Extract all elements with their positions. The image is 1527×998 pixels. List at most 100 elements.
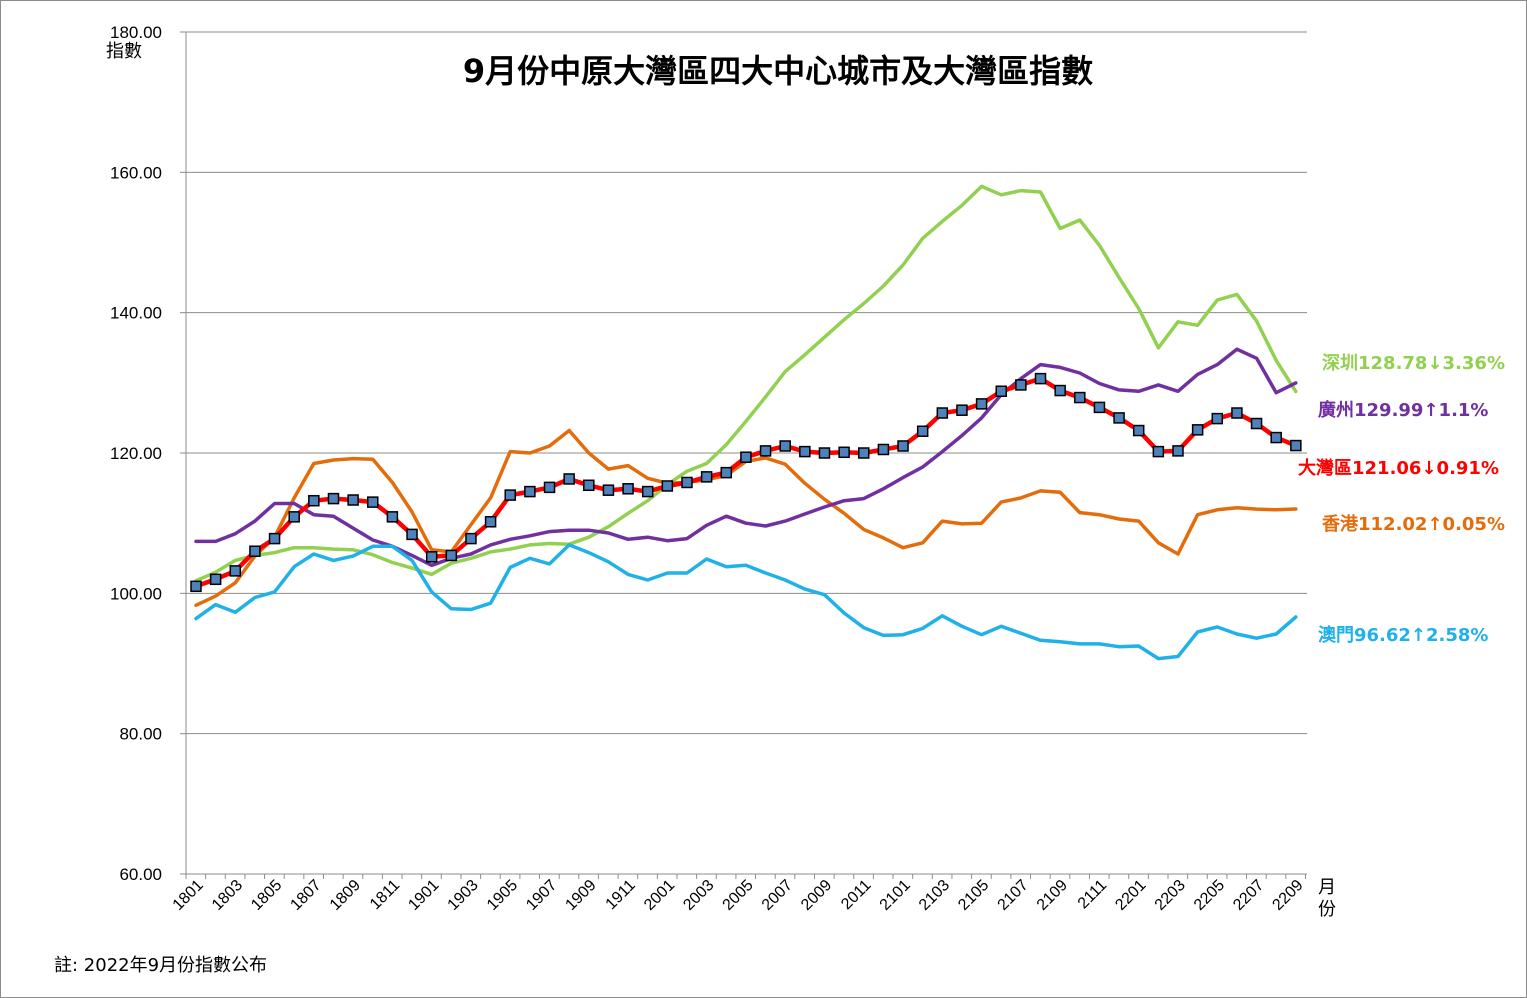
data-point-marker xyxy=(583,479,595,492)
x-tick-label: 2205 xyxy=(1191,877,1228,914)
data-point-marker xyxy=(759,445,772,457)
data-point-marker xyxy=(445,549,458,562)
data-point-marker xyxy=(897,440,909,452)
data-point-marker xyxy=(524,485,536,498)
x-tick-label: 2209 xyxy=(1269,877,1306,914)
x-tick-label: 2009 xyxy=(798,877,835,914)
footnote: 註: 2022年9月份指數公布 xyxy=(54,955,267,976)
data-point-marker xyxy=(1132,424,1145,437)
data-point-marker xyxy=(1250,417,1263,430)
series-line-深圳 xyxy=(194,184,1298,583)
data-point-marker xyxy=(190,580,202,593)
y-tick-label: 120.00 xyxy=(110,444,162,463)
axes xyxy=(180,31,1307,879)
x-tick-label: 1901 xyxy=(405,877,442,914)
data-point-marker xyxy=(1211,412,1224,425)
data-point-marker xyxy=(799,445,811,458)
y-tick-label: 180.00 xyxy=(110,23,162,42)
x-tick-label: 2109 xyxy=(1034,877,1071,914)
x-tick-label: 2001 xyxy=(641,877,678,914)
data-point-marker xyxy=(1270,431,1282,444)
data-point-marker xyxy=(602,484,615,496)
gridlines xyxy=(186,31,1307,735)
data-point-marker xyxy=(995,385,1007,398)
y-tick-label: 80.00 xyxy=(119,725,162,744)
y-tick-labels: 60.00 80.00 100.00 120.00 140.00 160.00 180.00 xyxy=(110,23,162,884)
data-point-marker xyxy=(838,446,850,459)
data-point-marker xyxy=(1290,439,1302,452)
x-tick-label: 1805 xyxy=(248,877,285,914)
x-tick-label: 2107 xyxy=(995,877,1032,914)
x-tick-label: 2207 xyxy=(1230,877,1267,914)
x-tick-label: 2111 xyxy=(1075,877,1111,913)
series-lines xyxy=(193,184,1299,661)
x-tick-label: 2101 xyxy=(877,877,914,914)
data-point-marker xyxy=(209,573,222,586)
data-point-marker xyxy=(858,447,870,459)
chart-title: 9月份中原大灣區四大中心城市及大灣區指數 xyxy=(463,52,1093,90)
x-tick-label: 2005 xyxy=(720,877,757,914)
x-tick-label: 2203 xyxy=(1152,877,1189,914)
x-tick-label: 2103 xyxy=(916,877,953,914)
data-point-marker xyxy=(641,485,654,498)
y-tick-label: 60.00 xyxy=(119,865,162,884)
y-tick-label: 160.00 xyxy=(110,163,162,182)
data-point-marker xyxy=(779,440,791,452)
data-point-marker xyxy=(956,404,968,416)
data-point-marker xyxy=(975,398,988,410)
x-tick-labels: 1801 1803 1805 1807 1809 1811 1901 1903 1905 1907… xyxy=(170,877,1307,914)
x-tick-label: 1907 xyxy=(523,877,560,914)
x-tick-label: 1801 xyxy=(170,877,207,914)
x-tick-label: 1911 xyxy=(603,877,639,913)
x-tick-label: 2003 xyxy=(680,877,717,914)
data-point-marker xyxy=(936,407,949,419)
data-point-marker xyxy=(818,447,831,459)
data-point-marker xyxy=(1113,412,1125,424)
data-point-marker xyxy=(1054,384,1066,397)
data-point-marker xyxy=(229,565,242,577)
data-point-marker xyxy=(740,451,752,463)
data-point-marker xyxy=(465,532,477,545)
data-point-marker xyxy=(700,471,713,483)
data-point-marker xyxy=(681,476,693,489)
data-point-marker xyxy=(367,496,379,508)
data-point-marker xyxy=(504,489,516,501)
series-markers xyxy=(190,372,1302,593)
x-tick-label: 2201 xyxy=(1112,877,1149,914)
data-point-marker xyxy=(916,425,929,437)
data-point-marker xyxy=(1074,391,1086,404)
data-point-marker xyxy=(1152,445,1165,458)
data-point-marker xyxy=(484,516,497,528)
data-point-marker xyxy=(543,481,556,494)
data-point-marker xyxy=(406,528,418,541)
y-axis-label: 指數 xyxy=(106,41,142,62)
data-point-marker xyxy=(1172,445,1184,457)
data-point-marker xyxy=(327,492,340,505)
x-tick-label: 2105 xyxy=(955,877,992,914)
series-end-label-澳門: 澳門96.62↑2.58% xyxy=(1318,624,1488,646)
data-point-marker xyxy=(425,551,438,563)
series-end-label-大灣區: 大灣區121.06↓0.91% xyxy=(1298,457,1499,479)
series-line-廣州 xyxy=(194,347,1298,568)
x-axis-label: 月份 xyxy=(1318,877,1336,920)
data-point-marker xyxy=(347,494,359,506)
data-point-marker xyxy=(622,483,634,495)
x-tick-label: 1905 xyxy=(484,877,521,914)
series-line-大灣區 xyxy=(193,376,1299,589)
data-point-marker xyxy=(1015,379,1027,391)
data-point-marker xyxy=(1231,407,1243,419)
x-tick-label: 1807 xyxy=(287,877,324,914)
data-point-marker xyxy=(661,480,674,492)
series-end-label-廣州: 廣州129.99↑1.1% xyxy=(1318,399,1488,421)
series-line-澳門 xyxy=(194,543,1298,661)
x-tick-label: 1803 xyxy=(209,877,246,914)
data-point-marker xyxy=(1093,401,1106,414)
data-point-marker xyxy=(877,443,890,456)
data-point-marker xyxy=(386,511,399,523)
data-point-marker xyxy=(268,532,281,545)
data-point-marker xyxy=(1191,424,1204,436)
data-point-marker xyxy=(308,494,320,507)
x-tick-label: 1909 xyxy=(562,877,599,914)
data-point-marker xyxy=(288,511,300,523)
data-point-marker xyxy=(1034,372,1047,385)
